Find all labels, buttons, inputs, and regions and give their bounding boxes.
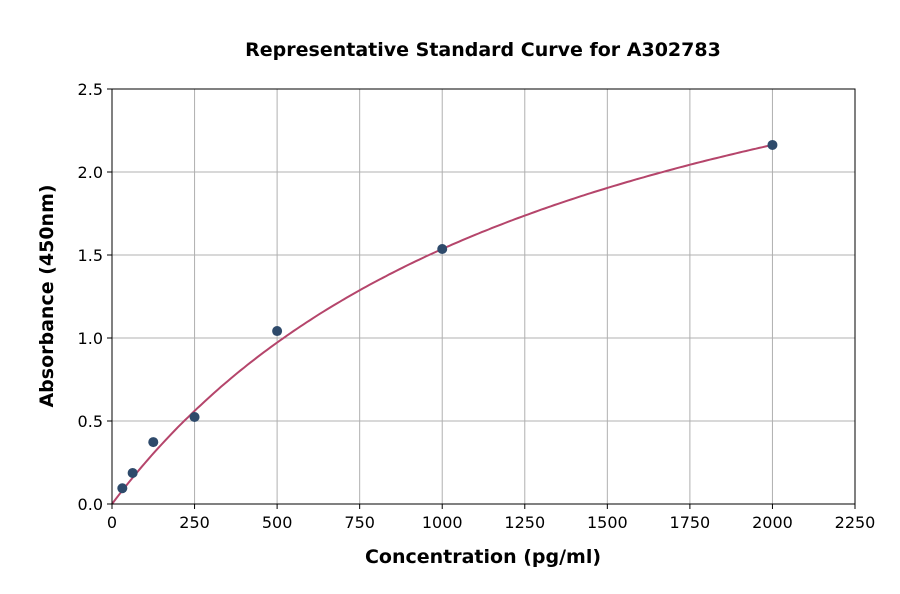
y-axis-label: Absorbance (450nm) [36, 184, 58, 407]
data-point [148, 437, 159, 448]
x-tick-label: 0 [107, 513, 117, 532]
x-tick-label: 250 [179, 513, 210, 532]
y-ticks: 0.0 0.5 1.0 1.5 2.0 2.5 [78, 80, 112, 514]
y-tick-label: 1.5 [78, 246, 103, 265]
y-tick-label: 2.0 [78, 163, 103, 182]
x-tick-label: 1750 [670, 513, 711, 532]
data-point [127, 467, 138, 478]
x-tick-label: 750 [344, 513, 375, 532]
data-point [117, 483, 128, 494]
plot-frame [111, 88, 856, 505]
data-point [767, 139, 778, 150]
x-tick-label: 500 [262, 513, 293, 532]
chart-title: Representative Standard Curve for A30278… [245, 39, 721, 61]
x-tick-label: 2250 [835, 513, 876, 532]
x-tick-label: 2000 [752, 513, 793, 532]
data-point [437, 244, 448, 255]
x-tick-label: 1250 [504, 513, 545, 532]
data-point [272, 326, 283, 337]
y-tick-label: 0.0 [78, 495, 103, 514]
x-tick-label: 1000 [422, 513, 463, 532]
data-point [189, 412, 200, 423]
x-axis-label: Concentration (pg/ml) [365, 546, 601, 568]
y-tick-label: 0.5 [78, 412, 103, 431]
y-tick-label: 1.0 [78, 329, 103, 348]
x-ticks: 0 250 500 750 1000 1250 1500 1750 2000 2250 [107, 504, 875, 532]
x-tick-label: 1500 [587, 513, 628, 532]
data-points [117, 139, 778, 494]
y-tick-label: 2.5 [78, 80, 103, 99]
